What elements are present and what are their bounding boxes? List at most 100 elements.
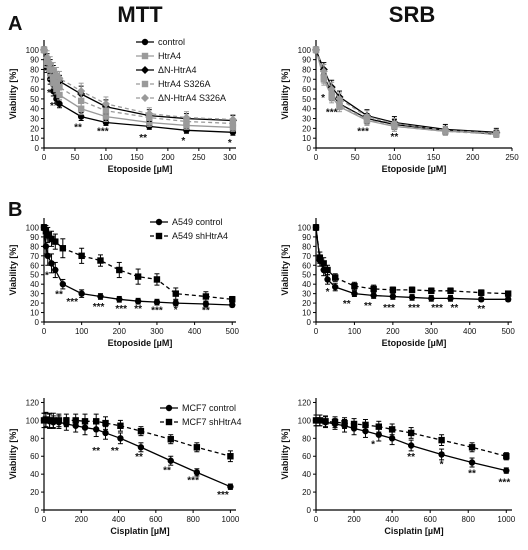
y-tick-label: 60 <box>30 261 39 270</box>
significance-label: * <box>181 136 185 147</box>
x-tick-label: 400 <box>188 327 202 336</box>
data-point <box>389 286 397 294</box>
data-point <box>331 418 339 426</box>
data-point <box>77 87 86 96</box>
x-tick-label: 300 <box>223 153 237 162</box>
data-point <box>55 74 64 83</box>
data-point <box>172 290 179 297</box>
data-point <box>137 444 145 451</box>
x-tick-label: 150 <box>130 153 144 162</box>
significance-label: * <box>326 287 330 298</box>
x-tick-label: 600 <box>149 515 163 524</box>
x-tick-label: 200 <box>75 515 89 524</box>
data-point <box>167 436 174 443</box>
significance-label: *** <box>115 304 127 315</box>
data-point <box>322 418 329 425</box>
data-point <box>492 129 501 138</box>
y-tick-label: 20 <box>302 299 311 308</box>
data-point <box>312 224 320 231</box>
y-tick-label: 80 <box>302 434 311 443</box>
data-point <box>468 444 476 451</box>
data-point <box>48 235 55 242</box>
x-tick-label: 500 <box>226 327 240 336</box>
significance-label: * <box>440 459 444 470</box>
y-axis-label: Viability [%] <box>280 245 290 296</box>
legend: A549 control A549 shHtrA4 <box>150 217 228 241</box>
data-point <box>227 453 234 460</box>
series-line <box>315 49 497 134</box>
series--n-htra4 <box>312 45 501 137</box>
x-tick-label: 200 <box>466 153 480 162</box>
significance-label: *** <box>326 108 338 119</box>
legend-marker <box>165 418 173 426</box>
x-tick-label: 1000 <box>497 515 515 524</box>
significance-label: * <box>174 305 178 316</box>
significance-label: *** <box>187 476 199 487</box>
y-tick-label: 10 <box>30 134 39 143</box>
significance-label: *** <box>499 477 511 488</box>
data-point <box>375 423 382 430</box>
data-point <box>229 129 237 136</box>
y-tick-label: 60 <box>302 452 311 461</box>
data-point <box>229 296 236 303</box>
y-tick-label: 50 <box>30 95 39 104</box>
data-point <box>116 296 123 303</box>
x-tick-label: 250 <box>505 153 519 162</box>
legend-label: HtrA4 S326A <box>158 79 211 89</box>
data-point <box>53 80 60 87</box>
series-a549-shhtra4 <box>312 224 512 297</box>
data-point <box>102 119 110 126</box>
data-point <box>408 294 416 301</box>
x-axis-label: Etoposide [µM] <box>382 338 447 348</box>
data-point <box>134 298 142 305</box>
x-tick-label: 50 <box>71 153 80 162</box>
series-a549-shhtra4 <box>40 224 236 303</box>
y-tick-label: 60 <box>30 85 39 94</box>
data-point <box>46 417 53 424</box>
data-point <box>438 451 445 458</box>
significance-label: ** <box>139 133 147 144</box>
data-point <box>63 417 70 424</box>
x-tick-label: 0 <box>314 515 319 524</box>
data-point <box>56 83 63 91</box>
y-tick-label: 70 <box>30 75 39 84</box>
y-tick-label: 20 <box>30 488 39 497</box>
y-tick-label: 90 <box>302 56 311 65</box>
y-tick-label: 0 <box>307 506 312 515</box>
data-point <box>101 99 110 108</box>
x-tick-label: 0 <box>314 327 319 336</box>
data-point <box>40 45 48 54</box>
y-tick-label: 0 <box>307 318 312 327</box>
y-tick-label: 30 <box>302 290 311 299</box>
y-tick-label: 90 <box>30 56 39 65</box>
data-point <box>504 296 512 303</box>
data-point <box>312 45 320 54</box>
data-point <box>316 417 324 424</box>
data-point <box>42 416 50 423</box>
significance-label: ** <box>468 468 476 479</box>
significance-label: * <box>321 93 325 104</box>
data-point <box>72 417 79 424</box>
y-tick-label: 100 <box>298 223 312 232</box>
significance-label: ** <box>74 122 82 133</box>
y-tick-label: 70 <box>30 252 39 261</box>
x-tick-label: 300 <box>150 327 164 336</box>
data-point <box>227 483 234 490</box>
data-point <box>370 292 377 299</box>
x-tick-label: 400 <box>463 327 477 336</box>
significance-label: ** <box>111 446 119 457</box>
data-point <box>447 287 454 294</box>
data-point <box>167 457 174 464</box>
x-tick-label: 0 <box>42 153 47 162</box>
data-point <box>97 293 104 300</box>
legend-label: A549 shHtrA4 <box>172 231 228 241</box>
x-tick-label: 1000 <box>222 515 240 524</box>
data-point <box>324 266 331 274</box>
data-point <box>503 453 510 460</box>
legend-marker <box>141 66 149 74</box>
y-tick-label: 10 <box>302 134 311 143</box>
x-axis-label: Etoposide [µM] <box>108 164 173 174</box>
data-point <box>202 300 210 308</box>
